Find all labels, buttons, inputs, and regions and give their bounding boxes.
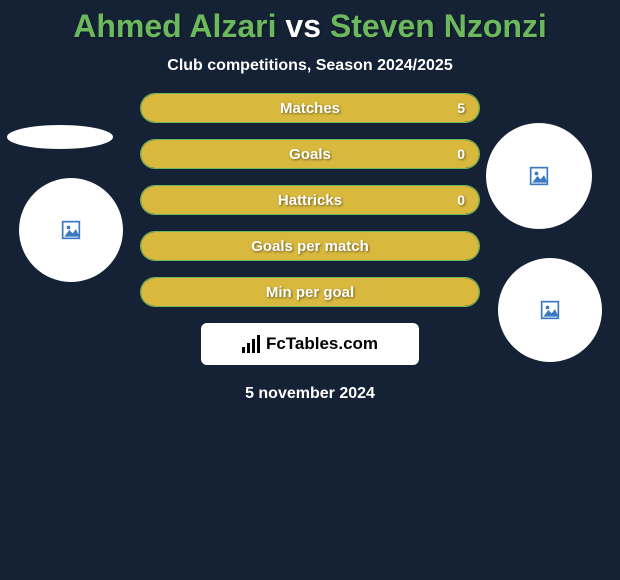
stat-label: Goals per match	[251, 238, 369, 255]
vs-text: vs	[285, 8, 321, 44]
stat-row-hattricks: Hattricks 0	[140, 185, 480, 215]
branding-badge: FcTables.com	[201, 323, 419, 365]
player1-name: Ahmed Alzari	[73, 8, 276, 44]
stat-label: Hattricks	[278, 192, 342, 209]
player-avatar-right-bottom	[498, 258, 602, 362]
stat-rows: Matches 5 Goals 0 Hattricks 0 Goals per …	[140, 93, 480, 307]
comparison-title: Ahmed Alzari vs Steven Nzonzi	[0, 0, 620, 45]
stat-value-right: 0	[457, 192, 465, 208]
image-placeholder-icon	[540, 300, 560, 320]
subtitle: Club competitions, Season 2024/2025	[0, 57, 620, 75]
stat-row-matches: Matches 5	[140, 93, 480, 123]
stat-value-right: 0	[457, 146, 465, 162]
stat-row-min-per-goal: Min per goal	[140, 277, 480, 307]
player-avatar-left	[19, 178, 123, 282]
stat-value-right: 5	[457, 100, 465, 116]
image-placeholder-icon	[529, 166, 549, 186]
player-avatar-right-top	[486, 123, 592, 229]
branding-text: FcTables.com	[266, 334, 378, 354]
stat-label: Min per goal	[266, 284, 354, 301]
player2-name: Steven Nzonzi	[330, 8, 547, 44]
stat-label: Goals	[289, 146, 331, 163]
stat-row-goals: Goals 0	[140, 139, 480, 169]
chart-icon	[242, 335, 260, 353]
stat-label: Matches	[280, 100, 340, 117]
stat-row-goals-per-match: Goals per match	[140, 231, 480, 261]
date-line: 5 november 2024	[0, 385, 620, 403]
image-placeholder-icon	[61, 220, 81, 240]
avatar-placeholder	[7, 125, 113, 149]
